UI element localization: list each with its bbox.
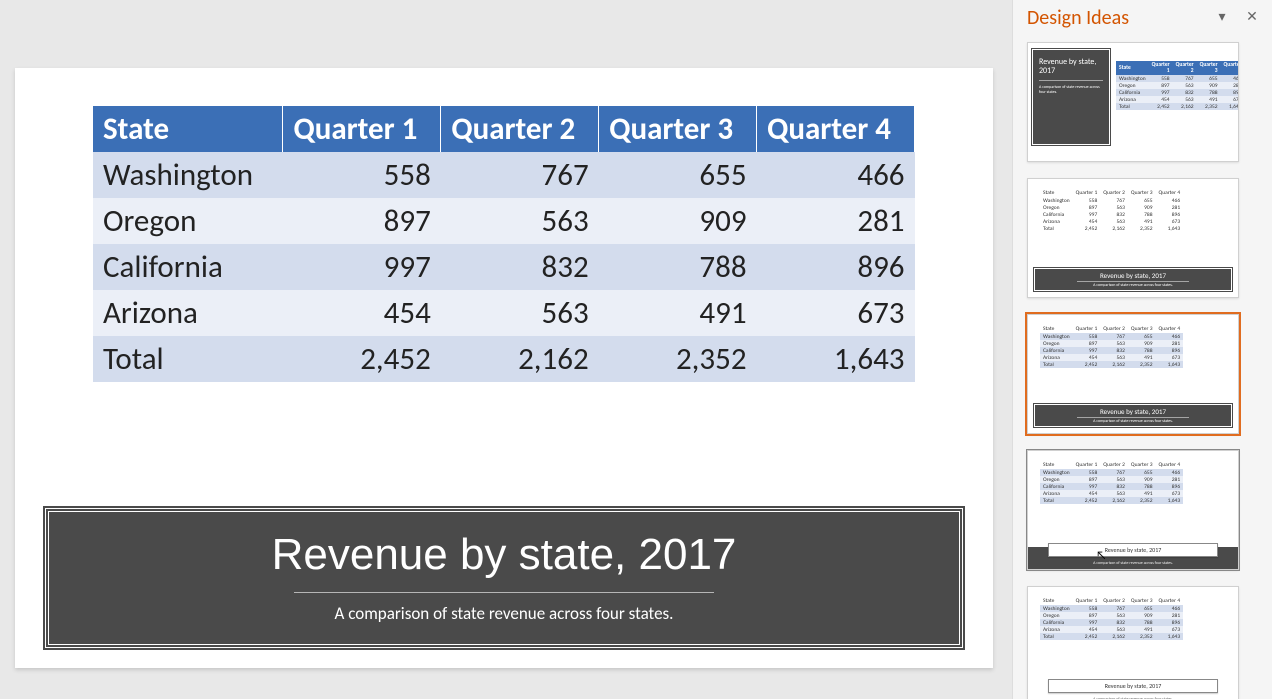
table-cell[interactable]: 563	[441, 198, 599, 244]
table-cell[interactable]: 909	[599, 198, 757, 244]
table-row[interactable]: Total2,4522,1622,3521,643	[93, 336, 915, 382]
table-cell[interactable]: Washington	[93, 152, 283, 198]
thumb-title-bar: Revenue by state, 2017 A comparison of s…	[1034, 404, 1232, 427]
pane-options-button[interactable]: ▾	[1212, 8, 1232, 28]
pane-close-button[interactable]: ✕	[1242, 8, 1262, 28]
table-cell[interactable]: 673	[757, 290, 915, 336]
table-cell[interactable]: Oregon	[93, 198, 283, 244]
table-cell[interactable]: 897	[283, 198, 441, 244]
design-ideas-pane: Design Ideas ▾ ✕ Revenue by state, 2017 …	[1012, 0, 1272, 699]
col-q4: Quarter 4	[757, 106, 915, 152]
table-cell[interactable]: 2,162	[441, 336, 599, 382]
table-cell[interactable]: 454	[283, 290, 441, 336]
design-idea-thumbnail[interactable]: StateQuarter 1Quarter 2Quarter 3Quarter …	[1027, 586, 1239, 699]
title-block[interactable]: Revenue by state, 2017 A comparison of s…	[45, 508, 963, 648]
thumb-subtitle: A comparison of state revenue across fou…	[1039, 85, 1103, 95]
table-cell[interactable]: 788	[599, 244, 757, 290]
table-cell[interactable]: 655	[599, 152, 757, 198]
design-idea-thumbnail[interactable]: StateQuarter 1Quarter 2Quarter 3Quarter …	[1027, 178, 1239, 298]
table-cell[interactable]: 558	[283, 152, 441, 198]
table-cell[interactable]: 466	[757, 152, 915, 198]
slide-subtitle: A comparison of state revenue across fou…	[69, 603, 939, 624]
slide-title: Revenue by state, 2017	[69, 530, 939, 588]
table-cell[interactable]: 1,643	[757, 336, 915, 382]
table-cell[interactable]: 281	[757, 198, 915, 244]
table-cell[interactable]: 491	[599, 290, 757, 336]
thumb-title-card: Revenue by state, 2017	[1048, 543, 1218, 557]
design-ideas-list[interactable]: Revenue by state, 2017 A comparison of s…	[1013, 38, 1272, 699]
col-q1: Quarter 1	[283, 106, 441, 152]
table-cell[interactable]: Total	[93, 336, 283, 382]
table-row[interactable]: Oregon897563909281	[93, 198, 915, 244]
col-q3: Quarter 3	[599, 106, 757, 152]
thumb-title: Revenue by state, 2017	[1039, 58, 1103, 76]
table-cell[interactable]: 767	[441, 152, 599, 198]
title-divider	[294, 592, 714, 593]
table-cell[interactable]: 563	[441, 290, 599, 336]
slide-canvas: State Quarter 1 Quarter 2 Quarter 3 Quar…	[0, 0, 1012, 699]
design-idea-thumbnail[interactable]: StateQuarter 1Quarter 2Quarter 3Quarter …	[1027, 450, 1239, 570]
thumb-title-card: Revenue by state, 2017	[1048, 679, 1218, 693]
thumb-subtitle: A comparison of state revenue across fou…	[1028, 561, 1238, 566]
table-cell[interactable]: 2,452	[283, 336, 441, 382]
col-q2: Quarter 2	[441, 106, 599, 152]
table-row[interactable]: Washington558767655466	[93, 152, 915, 198]
table-cell[interactable]: Arizona	[93, 290, 283, 336]
pane-title: Design Ideas	[1027, 6, 1202, 30]
table-cell[interactable]: 997	[283, 244, 441, 290]
table-cell[interactable]: 896	[757, 244, 915, 290]
design-idea-thumbnail[interactable]: Revenue by state, 2017 A comparison of s…	[1027, 42, 1239, 162]
col-state: State	[93, 106, 283, 152]
pane-header: Design Ideas ▾ ✕	[1013, 0, 1272, 40]
slide[interactable]: State Quarter 1 Quarter 2 Quarter 3 Quar…	[15, 68, 993, 668]
design-idea-thumbnail[interactable]: StateQuarter 1Quarter 2Quarter 3Quarter …	[1027, 314, 1239, 434]
table-row[interactable]: California997832788896	[93, 244, 915, 290]
revenue-table[interactable]: State Quarter 1 Quarter 2 Quarter 3 Quar…	[93, 106, 915, 382]
table-cell[interactable]: California	[93, 244, 283, 290]
table-header: State Quarter 1 Quarter 2 Quarter 3 Quar…	[93, 106, 915, 152]
table-cell[interactable]: 832	[441, 244, 599, 290]
table-cell[interactable]: 2,352	[599, 336, 757, 382]
table-row[interactable]: Arizona454563491673	[93, 290, 915, 336]
thumb-title-bar: Revenue by state, 2017 A comparison of s…	[1034, 268, 1232, 291]
